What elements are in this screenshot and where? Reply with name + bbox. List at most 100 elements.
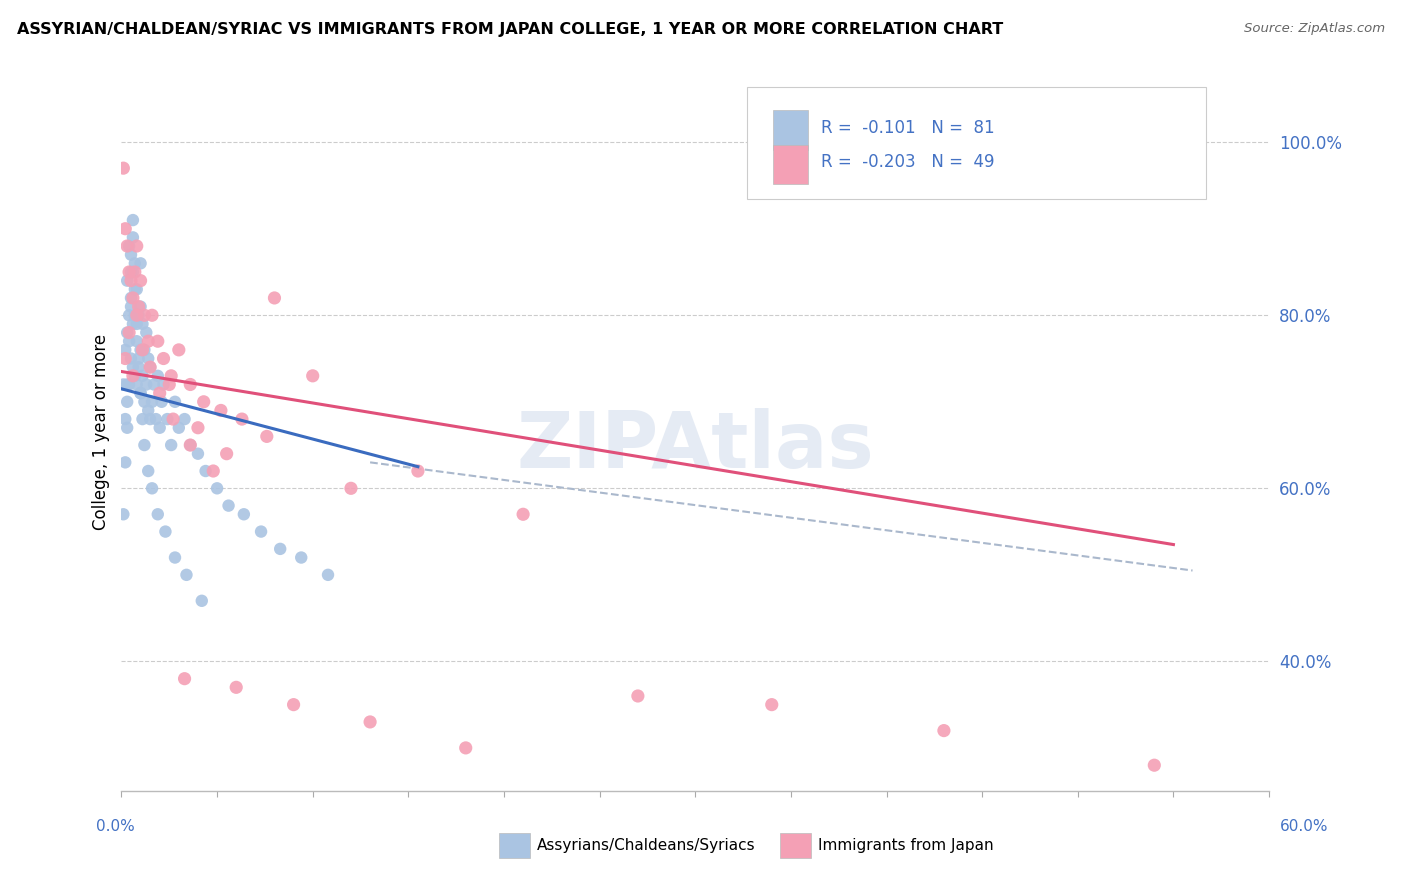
Point [187, 421, 209, 435]
Point [122, 291, 145, 305]
Point [160, 368, 183, 383]
Point [125, 334, 148, 349]
Point [120, 351, 142, 366]
Point [187, 447, 209, 461]
Point [115, 377, 138, 392]
Point [193, 394, 215, 409]
Point [118, 334, 141, 349]
Point [155, 524, 177, 539]
Point [761, 698, 783, 712]
Point [1143, 758, 1166, 772]
Point [512, 508, 534, 522]
Point [141, 308, 163, 322]
Point [141, 394, 163, 409]
Point [263, 291, 285, 305]
Point [114, 343, 136, 357]
Point [129, 343, 152, 357]
Point [146, 334, 169, 349]
Point [128, 308, 150, 322]
Point [125, 239, 148, 253]
Point [173, 672, 195, 686]
Text: 0.0%: 0.0% [96, 820, 135, 834]
Point [143, 377, 166, 392]
Point [194, 464, 217, 478]
Point [118, 326, 141, 340]
Point [118, 377, 141, 392]
Point [118, 239, 141, 253]
Point [301, 368, 323, 383]
Point [128, 351, 150, 366]
Point [125, 317, 148, 331]
Point [139, 412, 162, 426]
Point [139, 360, 162, 375]
Point [124, 308, 146, 322]
Point [112, 377, 135, 392]
Point [118, 265, 141, 279]
Point [124, 368, 146, 383]
Point [114, 412, 136, 426]
Point [120, 291, 142, 305]
Point [141, 481, 163, 495]
Point [114, 351, 136, 366]
Text: ZIPAtlas: ZIPAtlas [516, 409, 875, 484]
Text: R =  -0.203   N =  49: R = -0.203 N = 49 [821, 153, 995, 171]
Point [225, 681, 247, 695]
Point [269, 541, 291, 556]
Point [125, 282, 148, 296]
Text: 60.0%: 60.0% [1281, 820, 1329, 834]
Point [215, 447, 238, 461]
Point [231, 412, 253, 426]
Point [129, 300, 152, 314]
Point [134, 343, 156, 357]
Point [124, 265, 146, 279]
Point [125, 308, 148, 322]
Point [340, 481, 363, 495]
Point [209, 403, 232, 417]
Point [283, 698, 305, 712]
Text: Source: ZipAtlas.com: Source: ZipAtlas.com [1244, 22, 1385, 36]
Point [163, 550, 186, 565]
Point [149, 386, 172, 401]
Point [627, 689, 650, 703]
Point [128, 300, 150, 314]
Point [167, 343, 190, 357]
Point [112, 508, 135, 522]
Point [129, 386, 152, 401]
Point [122, 230, 145, 244]
Point [114, 221, 136, 235]
Point [135, 326, 157, 340]
Point [250, 524, 273, 539]
Point [131, 368, 153, 383]
Point [125, 377, 148, 392]
FancyBboxPatch shape [747, 87, 1206, 199]
Point [454, 740, 477, 755]
Text: Assyrians/Chaldeans/Syriacs: Assyrians/Chaldeans/Syriacs [537, 838, 755, 853]
Point [179, 377, 201, 392]
Point [129, 274, 152, 288]
Point [136, 334, 159, 349]
Point [114, 455, 136, 469]
Point [232, 508, 254, 522]
FancyBboxPatch shape [773, 145, 807, 185]
Point [150, 394, 173, 409]
Point [139, 360, 162, 375]
Point [290, 550, 312, 565]
Point [115, 239, 138, 253]
Point [932, 723, 955, 738]
Point [179, 438, 201, 452]
Point [146, 508, 169, 522]
Point [316, 567, 339, 582]
Point [136, 464, 159, 478]
Text: ASSYRIAN/CHALDEAN/SYRIAC VS IMMIGRANTS FROM JAPAN COLLEGE, 1 YEAR OR MORE CORREL: ASSYRIAN/CHALDEAN/SYRIAC VS IMMIGRANTS F… [17, 22, 1002, 37]
Point [149, 421, 172, 435]
Point [122, 360, 145, 375]
FancyBboxPatch shape [773, 111, 807, 150]
Point [115, 326, 138, 340]
Point [115, 421, 138, 435]
Point [124, 256, 146, 270]
Text: Immigrants from Japan: Immigrants from Japan [818, 838, 994, 853]
Point [145, 412, 167, 426]
Text: R =  -0.101   N =  81: R = -0.101 N = 81 [821, 119, 995, 136]
Point [131, 317, 153, 331]
Point [256, 429, 278, 443]
